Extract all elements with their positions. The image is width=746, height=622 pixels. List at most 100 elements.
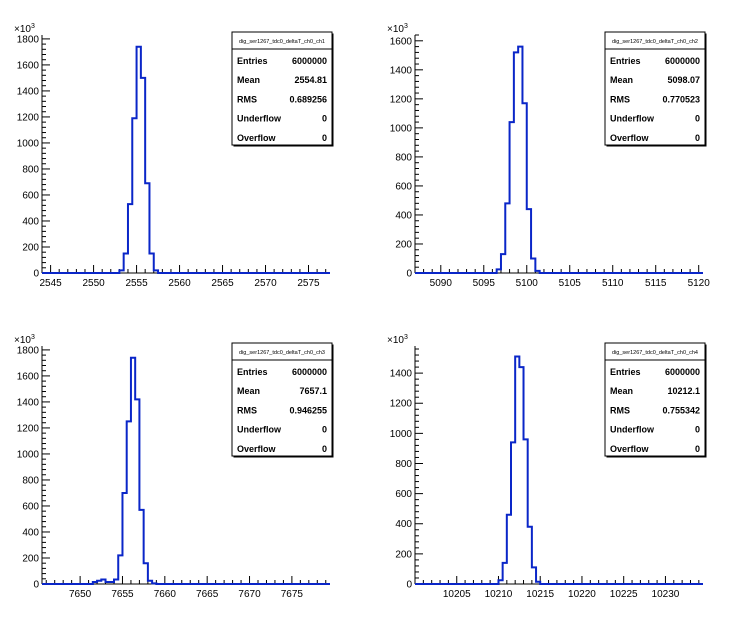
x-tick-label: 5110 (602, 278, 624, 289)
x-tick-label: 2575 (297, 278, 320, 289)
x-tick-label: 2555 (125, 278, 148, 289)
stats-label: Mean (237, 75, 260, 85)
y-tick-label: 1400 (17, 86, 40, 97)
x-tick-label: 7650 (69, 589, 92, 600)
x-tick-label: 7670 (238, 589, 261, 600)
x-tick-label: 7660 (154, 589, 177, 600)
y-tick-label: 1400 (17, 397, 40, 408)
stats-label: Overflow (610, 133, 650, 143)
y-tick-label: 1200 (390, 94, 413, 105)
x-tick-label: 7665 (196, 589, 219, 600)
stats-value: 0 (695, 425, 700, 435)
histogram-bin (154, 270, 158, 273)
stats-label: Mean (610, 75, 633, 85)
histogram-bin (93, 582, 97, 584)
stats-value: 0.770523 (662, 94, 700, 104)
y-tick-label: 1000 (17, 449, 40, 460)
stats-value: 2554.81 (294, 75, 327, 85)
exponent-base: 10 (393, 335, 405, 346)
stats-box: dig_ser1267_tdc0_deltaT_ch0_ch3 Entries 60… (231, 342, 334, 458)
y-tick-label: 0 (406, 580, 412, 591)
stats-value: 10212.1 (667, 386, 700, 396)
stats-title: dig_ser1267_tdc0_deltaT_ch0_ch2 (612, 39, 698, 45)
histogram-bin (510, 122, 514, 273)
y-tick-label: 400 (22, 216, 39, 227)
x-tick-label: 10220 (568, 589, 596, 600)
histogram-bin (535, 271, 539, 273)
stats-label: RMS (610, 94, 630, 104)
y-tick-label: 1800 (17, 345, 40, 356)
y-tick-label: 1000 (17, 138, 40, 149)
stats-value: 5098.07 (667, 75, 700, 85)
histogram-bin (515, 357, 519, 584)
histogram-bin (511, 442, 515, 584)
y-tick-label: 600 (395, 489, 412, 500)
histogram-bin (128, 204, 132, 273)
histogram-bin (149, 253, 153, 273)
y-tick-label: 1600 (390, 36, 413, 47)
stats-box: dig_ser1267_tdc0_deltaT_ch0_ch4 Entries 60… (604, 342, 707, 458)
histogram-bin (497, 269, 501, 273)
y-exponent-label: ×103 (387, 334, 408, 346)
stats-value: 0.946255 (289, 405, 327, 415)
histogram-bin (505, 203, 509, 273)
histogram-bin (144, 563, 148, 584)
stats-value: 0.755342 (662, 405, 700, 415)
y-exponent-label: ×103 (14, 334, 35, 346)
x-tick-label: 7655 (111, 589, 134, 600)
y-tick-label: 1000 (390, 429, 413, 440)
exponent-power: 3 (31, 334, 35, 341)
histogram-bin (114, 579, 118, 584)
histogram-bin (503, 563, 507, 584)
histogram-series (42, 45, 330, 274)
x-tick-label: 2545 (39, 278, 62, 289)
y-tick-label: 1000 (390, 123, 413, 134)
stats-label: Entries (237, 367, 268, 377)
y-tick-label: 600 (395, 181, 412, 192)
y-tick-label: 800 (395, 459, 412, 470)
x-tick-label: 10210 (485, 589, 513, 600)
x-tick-label: 10225 (610, 589, 638, 600)
x-tick-label: 5120 (688, 278, 711, 289)
stats-label: RMS (610, 405, 630, 415)
stats-label: RMS (237, 94, 257, 104)
exponent-power: 3 (404, 23, 408, 30)
y-tick-label: 1600 (17, 371, 40, 382)
stats-label: Overflow (610, 444, 650, 454)
stats-value: 0 (322, 425, 327, 435)
histogram-bin (514, 52, 518, 273)
stats-value: 0 (695, 133, 700, 143)
histogram-bin (519, 367, 523, 584)
y-tick-label: 1800 (17, 34, 40, 45)
stats-value: 6000000 (665, 367, 700, 377)
stats-label: Overflow (237, 133, 277, 143)
exponent-base: 10 (20, 335, 32, 346)
histogram-bin (101, 579, 105, 584)
x-tick-label: 10205 (443, 589, 471, 600)
x-tick-label: 5105 (559, 278, 582, 289)
histogram-bin (152, 583, 156, 584)
y-tick-label: 600 (22, 501, 39, 512)
histogram-bin (507, 515, 511, 584)
stats-label: Overflow (237, 444, 277, 454)
stats-value: 0 (322, 133, 327, 143)
exponent-base: 10 (20, 24, 32, 35)
stats-value: 0 (322, 114, 327, 124)
exponent-mult: × (14, 335, 20, 346)
stats-box: dig_ser1267_tdc0_deltaT_ch0_ch2 Entries 60… (604, 31, 707, 147)
stats-label: Underflow (237, 425, 282, 435)
exponent-power: 3 (404, 334, 408, 341)
y-tick-label: 0 (406, 269, 412, 280)
y-tick-label: 200 (395, 239, 412, 250)
y-tick-label: 1400 (390, 65, 413, 76)
y-tick-label: 0 (33, 269, 39, 280)
stats-value: 0.689256 (289, 94, 327, 104)
histogram-bin (145, 183, 149, 273)
y-tick-label: 1400 (390, 369, 413, 380)
x-tick-label: 5095 (473, 278, 496, 289)
y-tick-label: 800 (22, 475, 39, 486)
